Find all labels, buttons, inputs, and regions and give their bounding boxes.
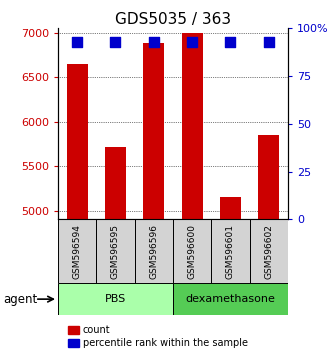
- Bar: [173, 283, 288, 315]
- Bar: [250, 219, 288, 283]
- Bar: [211, 219, 250, 283]
- Text: GSM596601: GSM596601: [226, 224, 235, 279]
- Bar: [58, 219, 96, 283]
- Text: percentile rank within the sample: percentile rank within the sample: [83, 338, 248, 348]
- Text: GSM596594: GSM596594: [72, 224, 82, 279]
- Point: [113, 39, 118, 45]
- Bar: [105, 147, 126, 219]
- Text: dexamethasone: dexamethasone: [185, 294, 275, 304]
- Bar: [173, 219, 211, 283]
- Text: PBS: PBS: [105, 294, 126, 304]
- Bar: [96, 219, 135, 283]
- Point: [189, 39, 195, 45]
- Text: GSM596595: GSM596595: [111, 224, 120, 279]
- Point: [228, 39, 233, 45]
- Point: [266, 39, 271, 45]
- Text: count: count: [83, 325, 110, 335]
- Text: GSM596602: GSM596602: [264, 224, 273, 279]
- Bar: [182, 33, 203, 219]
- Text: GSM596596: GSM596596: [149, 224, 158, 279]
- Point: [74, 39, 80, 45]
- Title: GDS5035 / 363: GDS5035 / 363: [115, 12, 231, 27]
- Bar: [58, 283, 173, 315]
- Bar: [258, 135, 279, 219]
- Bar: [67, 64, 88, 219]
- Bar: [135, 219, 173, 283]
- Bar: [143, 44, 164, 219]
- Text: GSM596600: GSM596600: [188, 224, 197, 279]
- Text: agent: agent: [3, 293, 37, 306]
- Bar: [220, 197, 241, 219]
- Point: [151, 39, 157, 45]
